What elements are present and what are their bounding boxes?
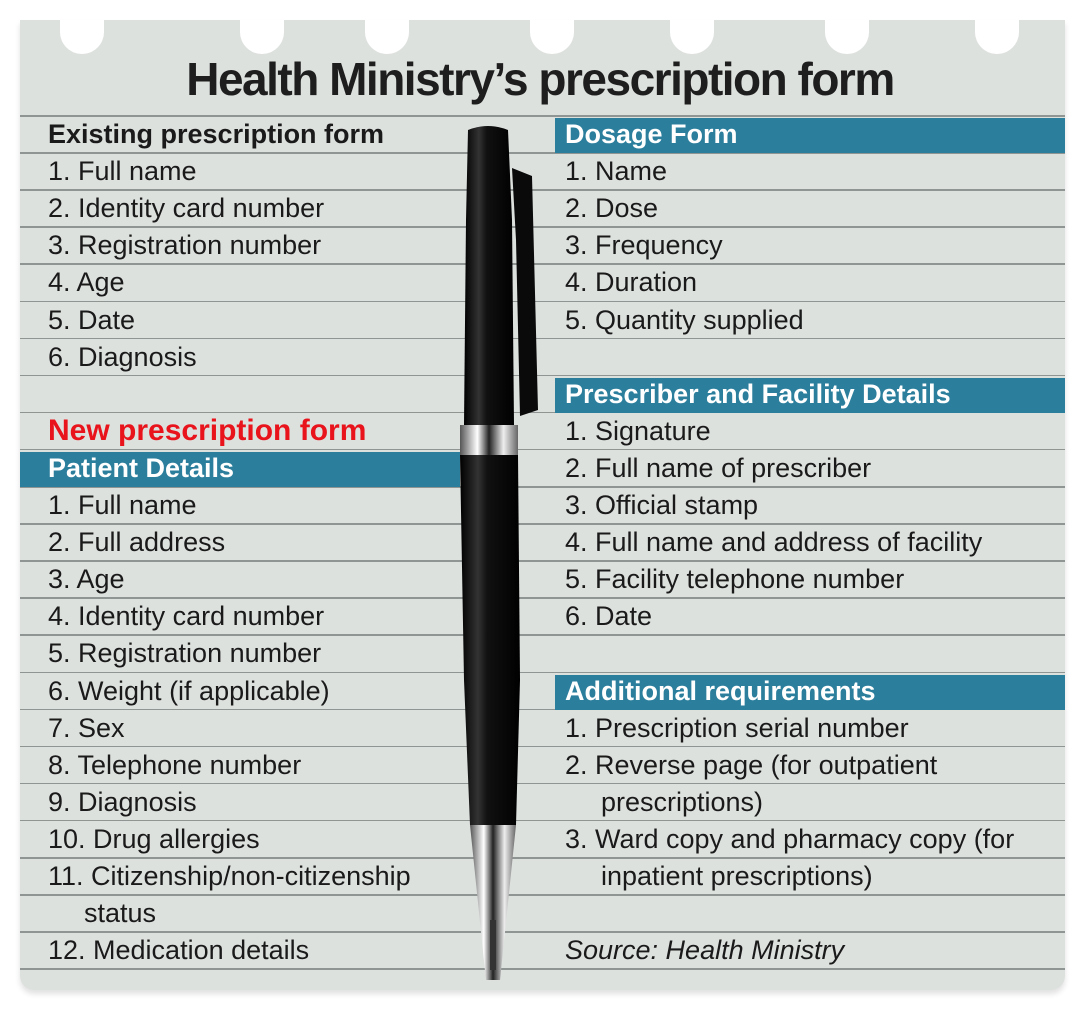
ruled-line bbox=[20, 523, 1065, 525]
ruled-line bbox=[20, 931, 1065, 933]
list-item: 11. Citizenship/non-citizenship bbox=[48, 861, 411, 891]
list-item: 1. Signature bbox=[565, 415, 711, 446]
list-item: 3. Frequency bbox=[565, 230, 723, 261]
ruled-line bbox=[20, 894, 1065, 896]
dosage-form-header-bar bbox=[555, 118, 1065, 153]
ruled-line bbox=[20, 708, 1065, 711]
list-item: 5. Facility telephone number bbox=[565, 564, 905, 595]
ruled-line bbox=[20, 152, 1065, 154]
ruled-line bbox=[20, 115, 1065, 117]
list-item: 4. Age bbox=[48, 267, 125, 298]
list-item: 10. Drug allergies bbox=[48, 823, 260, 854]
binding-hole bbox=[240, 20, 284, 54]
list-item: 1. Full name bbox=[48, 156, 197, 187]
prescriber-header: Prescriber and Facility Details bbox=[565, 378, 951, 409]
new-form-heading: New prescription form bbox=[48, 413, 367, 447]
list-item: 5. Quantity supplied bbox=[565, 304, 804, 335]
ruled-line bbox=[20, 560, 1065, 562]
ruled-line bbox=[20, 189, 1065, 191]
list-item: 1. Name bbox=[565, 156, 668, 187]
binding-hole bbox=[975, 20, 1019, 54]
list-item: 6. Diagnosis bbox=[48, 341, 197, 372]
dosage-form-header: Dosage Form bbox=[565, 119, 738, 149]
pen-illustration bbox=[460, 126, 538, 980]
ruled-line bbox=[20, 374, 1065, 377]
list-item: 1. Full name bbox=[48, 490, 197, 520]
list-item: status bbox=[84, 898, 157, 929]
ruled-line bbox=[20, 968, 1065, 970]
list-item: 2. Identity card number bbox=[48, 193, 325, 224]
list-item: inpatient prescriptions) bbox=[601, 861, 873, 891]
list-item: 3. Age bbox=[48, 564, 125, 595]
list-item: 3. Registration number bbox=[48, 230, 322, 261]
notepad-paper bbox=[20, 20, 1065, 990]
list-item: 1. Prescription serial number bbox=[565, 712, 909, 743]
list-item: 2. Dose bbox=[565, 193, 659, 224]
ruled-line bbox=[20, 671, 1065, 673]
ruled-line bbox=[20, 300, 1065, 302]
page-title: Health Ministry’s prescription form bbox=[186, 53, 895, 105]
additional-requirements-header: Additional requirements bbox=[565, 675, 876, 706]
ruled-line bbox=[20, 337, 1065, 340]
list-item: 4. Duration bbox=[565, 267, 698, 298]
ruled-line bbox=[20, 226, 1065, 228]
source-note: Source: Health Ministry bbox=[565, 935, 845, 966]
ruled-line bbox=[20, 745, 1065, 748]
binding-hole bbox=[60, 20, 104, 54]
list-item: 2. Full name of prescriber bbox=[565, 452, 872, 483]
binding-hole bbox=[530, 20, 574, 54]
binding-hole bbox=[670, 20, 714, 54]
list-item: 7. Sex bbox=[48, 712, 125, 743]
list-item: 6. Date bbox=[565, 601, 653, 632]
list-item: 2. Full address bbox=[48, 527, 226, 558]
ruled-line bbox=[20, 857, 1065, 859]
ruled-line bbox=[20, 448, 1065, 451]
ruled-line bbox=[20, 819, 1065, 822]
list-item: 4. Identity card number bbox=[48, 601, 325, 632]
prescriber-header-bar bbox=[555, 377, 1065, 413]
ruled-line bbox=[20, 782, 1065, 785]
ruled-line bbox=[20, 263, 1065, 265]
patient-details-header: Patient Details bbox=[48, 452, 235, 483]
existing-form-heading: Existing prescription form bbox=[48, 119, 385, 149]
list-item: prescriptions) bbox=[601, 786, 764, 817]
list-item: 2. Reverse page (for outpatient bbox=[565, 749, 938, 780]
binding-hole bbox=[365, 20, 409, 54]
list-item: 6. Weight (if applicable) bbox=[48, 675, 330, 706]
list-item: 3. Official stamp bbox=[565, 490, 759, 520]
binding-hole bbox=[825, 20, 869, 54]
list-item: 8. Telephone number bbox=[48, 749, 302, 780]
list-item: 3. Ward copy and pharmacy copy (for bbox=[565, 823, 1015, 854]
ruled-line bbox=[20, 411, 1065, 414]
list-item: 4. Full name and address of facility bbox=[565, 527, 983, 558]
list-item: 9. Diagnosis bbox=[48, 786, 197, 817]
ruled-line bbox=[20, 486, 1065, 488]
list-item: 12. Medication details bbox=[48, 935, 310, 966]
list-item: 5. Registration number bbox=[48, 638, 322, 669]
patient-details-header-bar bbox=[20, 451, 460, 487]
ruled-line bbox=[20, 634, 1065, 636]
additional-header-bar bbox=[555, 674, 1065, 710]
list-item: 5. Date bbox=[48, 304, 136, 335]
ruled-line bbox=[20, 597, 1065, 599]
